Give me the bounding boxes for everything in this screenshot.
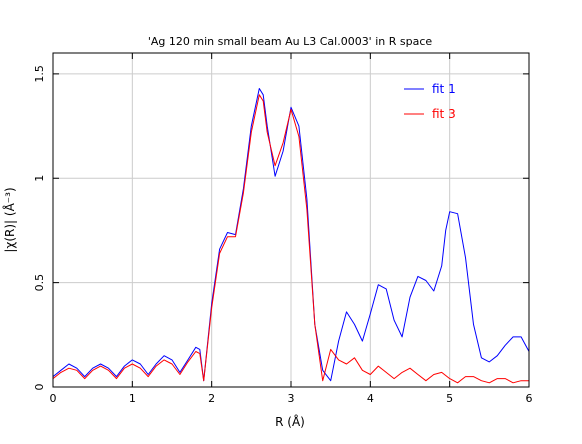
x-tick-label: 3 <box>288 392 295 405</box>
x-tick-label: 5 <box>446 392 453 405</box>
y-tick-label: 1.5 <box>33 65 46 83</box>
series-layer <box>52 88 530 384</box>
y-axis-label: |χ(R)| (Å⁻³) <box>2 187 17 252</box>
series-line-fit-3 <box>52 94 529 384</box>
y-tick-label: 0.5 <box>33 274 46 292</box>
x-tick-label: 0 <box>50 392 57 405</box>
y-tick-label: 0 <box>33 384 46 391</box>
legend-label-fit-3: fit 3 <box>432 107 456 121</box>
x-tick-label: 1 <box>129 392 136 405</box>
x-axis-label: R (Å) <box>275 414 305 429</box>
legend-label-fit-1: fit 1 <box>432 82 456 96</box>
legend: fit 1 fit 3 <box>404 82 456 121</box>
x-tick-label: 6 <box>526 392 533 405</box>
y-tick-label: 1 <box>33 175 46 182</box>
x-tick-label: 2 <box>208 392 215 405</box>
ticks: 0 1 2 3 4 5 6 0 0.5 1 1.5 <box>33 53 533 405</box>
chart-title: 'Ag 120 min small beam Au L3 Cal.0003' i… <box>148 35 433 48</box>
x-tick-label: 4 <box>367 392 374 405</box>
series-line-fit-1 <box>52 88 530 382</box>
